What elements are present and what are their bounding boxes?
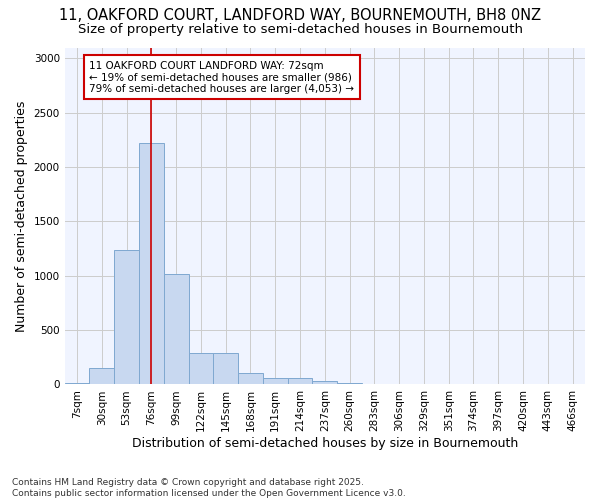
- Bar: [139, 143, 164, 384]
- Bar: [313, 381, 337, 384]
- Bar: [238, 372, 263, 384]
- Y-axis label: Number of semi-detached properties: Number of semi-detached properties: [15, 100, 28, 332]
- Bar: [263, 378, 287, 384]
- Text: 11 OAKFORD COURT LANDFORD WAY: 72sqm
← 19% of semi-detached houses are smaller (: 11 OAKFORD COURT LANDFORD WAY: 72sqm ← 1…: [89, 60, 355, 94]
- Bar: [188, 354, 214, 384]
- Bar: [89, 368, 114, 384]
- X-axis label: Distribution of semi-detached houses by size in Bournemouth: Distribution of semi-detached houses by …: [132, 437, 518, 450]
- Text: Contains HM Land Registry data © Crown copyright and database right 2025.
Contai: Contains HM Land Registry data © Crown c…: [12, 478, 406, 498]
- Bar: [287, 378, 313, 384]
- Bar: [114, 250, 139, 384]
- Bar: [65, 383, 89, 384]
- Text: 11, OAKFORD COURT, LANDFORD WAY, BOURNEMOUTH, BH8 0NZ: 11, OAKFORD COURT, LANDFORD WAY, BOURNEM…: [59, 8, 541, 22]
- Bar: [214, 354, 238, 384]
- Bar: [164, 274, 188, 384]
- Text: Size of property relative to semi-detached houses in Bournemouth: Size of property relative to semi-detach…: [77, 22, 523, 36]
